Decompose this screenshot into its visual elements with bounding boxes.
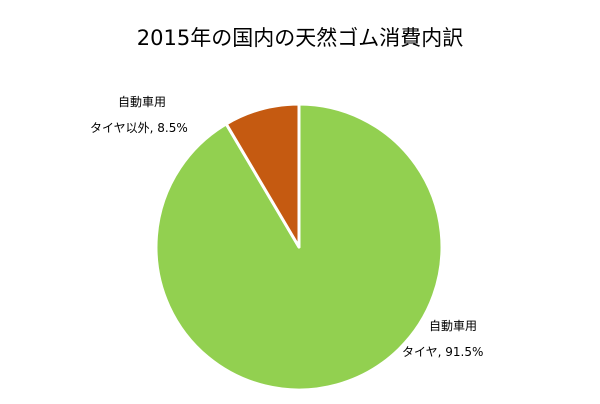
chart-title: 2015年の国内の天然ゴム消費内訳	[136, 26, 464, 50]
data-label-tyre-category: 自動車用	[429, 319, 478, 333]
data-label-other-category: 自動車用	[118, 95, 167, 109]
data-label-other: 自動車用 タイヤ以外, 8.5%	[90, 94, 188, 136]
data-label-tyre-value: タイヤ, 91.5%	[402, 345, 484, 359]
pie-slice-non-tyre	[224, 102, 301, 249]
pie-slices	[154, 102, 444, 392]
data-label-other-value: タイヤ以外, 8.5%	[90, 121, 188, 135]
data-label-tyre: 自動車用 タイヤ, 91.5%	[402, 318, 483, 360]
